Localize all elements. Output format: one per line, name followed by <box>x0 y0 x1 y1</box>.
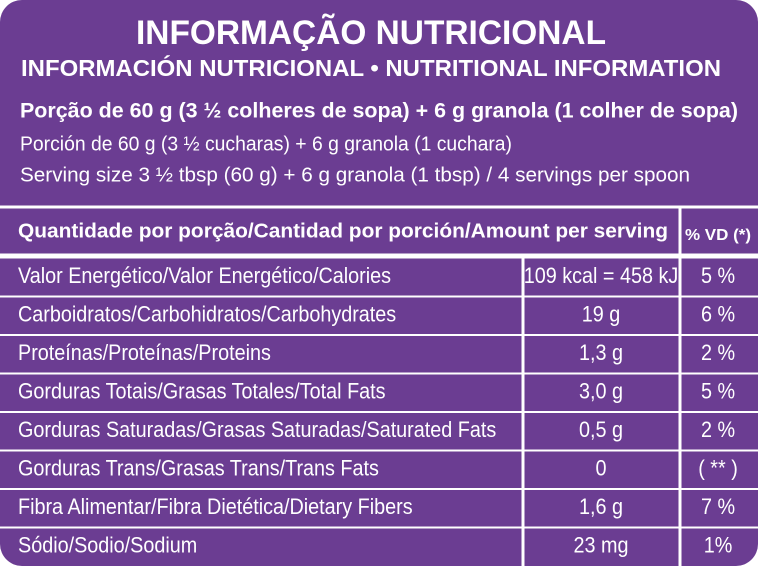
row-amount: 19 g <box>582 303 621 327</box>
row-dv: 6 % <box>701 303 735 327</box>
row-amount: 23 mg <box>574 534 629 558</box>
row-amount: 1,3 g <box>579 341 623 365</box>
row-amount: 0,5 g <box>579 418 623 442</box>
serving-es: Porción de 60 g (3 ½ cucharas) + 6 g gra… <box>20 133 512 155</box>
header-cell: Quantidade por porção/Cantidad por porci… <box>18 220 668 242</box>
serving-en: Serving size 3 ½ tbsp (60 g) + 6 g grano… <box>20 164 690 186</box>
row-dv: 2 % <box>701 341 735 365</box>
title: INFORMAÇÃO NUTRICIONAL <box>136 14 606 52</box>
row-label: Sódio/Sodio/Sodium <box>18 534 197 558</box>
row-label: Fibra Alimentar/Fibra Dietética/Dietary … <box>18 495 413 519</box>
row-amount: 3,0 g <box>579 380 623 404</box>
row-dv: 7 % <box>701 495 735 519</box>
row-amount: 109 kcal = 458 kJ <box>524 264 678 288</box>
row-label: Valor Energético/Valor Energético/Calori… <box>18 264 391 288</box>
row-amount: 1,6 g <box>579 495 623 519</box>
row-dv: 2 % <box>701 418 735 442</box>
subtitle: INFORMACIÓN NUTRICIONAL • NUTRITIONAL IN… <box>21 54 721 81</box>
row-label: Gorduras Trans/Grasas Trans/Trans Fats <box>18 457 379 481</box>
row-amount: 0 <box>595 457 606 481</box>
row-dv: ( ** ) <box>698 457 738 481</box>
row-label: Carboidratos/Carbohidratos/Carbohydrates <box>18 303 396 327</box>
row-dv: 1% <box>704 534 733 558</box>
row-dv: 5 % <box>701 264 735 288</box>
serving-pt: Porção de 60 g (3 ½ colheres de sopa) + … <box>20 100 738 123</box>
row-label: Proteínas/Proteínas/Proteins <box>18 341 271 365</box>
row-dv: 5 % <box>701 380 735 404</box>
row-label: Gorduras Totais/Grasas Totales/Total Fat… <box>18 380 386 404</box>
header-cell: % VD (*) <box>685 227 751 244</box>
row-label: Gorduras Saturadas/Grasas Saturadas/Satu… <box>18 418 496 442</box>
